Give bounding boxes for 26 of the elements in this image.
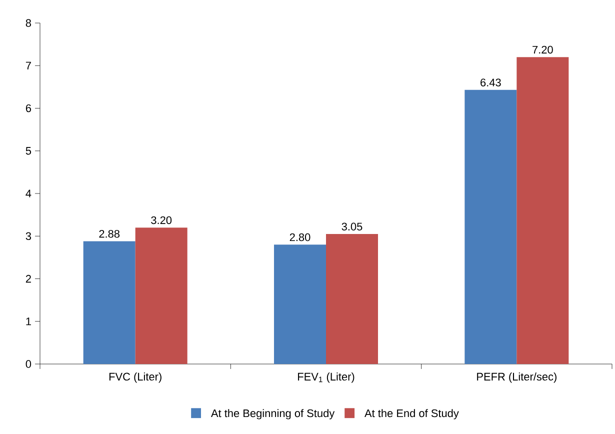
- y-tick-label: 3: [26, 232, 32, 240]
- data-label: 6.43: [480, 78, 501, 86]
- data-label: 7.20: [532, 46, 553, 54]
- bar: [326, 234, 378, 364]
- data-label: 2.88: [99, 230, 120, 238]
- bar: [464, 90, 517, 364]
- bar: [516, 57, 569, 364]
- y-tick-label: 7: [26, 62, 31, 70]
- data-label: 3.20: [151, 216, 172, 224]
- y-tick-label: 2: [26, 274, 31, 283]
- y-tick-label: 4: [26, 190, 32, 198]
- y-tick-label: 5: [26, 147, 32, 155]
- data-label: 2.80: [290, 233, 310, 242]
- y-tick-label: 8: [26, 19, 32, 27]
- y-tick-label: 1: [26, 318, 31, 326]
- y-tick-label: 0: [26, 360, 32, 368]
- legend-label: At the Beginning of Study: [210, 409, 335, 420]
- x-tick-label: FVC (Liter): [109, 372, 162, 383]
- legend-label: At the End of Study: [364, 409, 459, 420]
- bar: [83, 241, 136, 364]
- y-tick-label: 6: [26, 104, 32, 112]
- bar: [274, 244, 326, 364]
- x-tick-label: PEFR (Liter/sec): [477, 372, 556, 383]
- x-tick-label: FEV$_{1}$ (Liter): [298, 372, 354, 383]
- data-label: 3.05: [342, 222, 362, 230]
- bar: [135, 228, 188, 364]
